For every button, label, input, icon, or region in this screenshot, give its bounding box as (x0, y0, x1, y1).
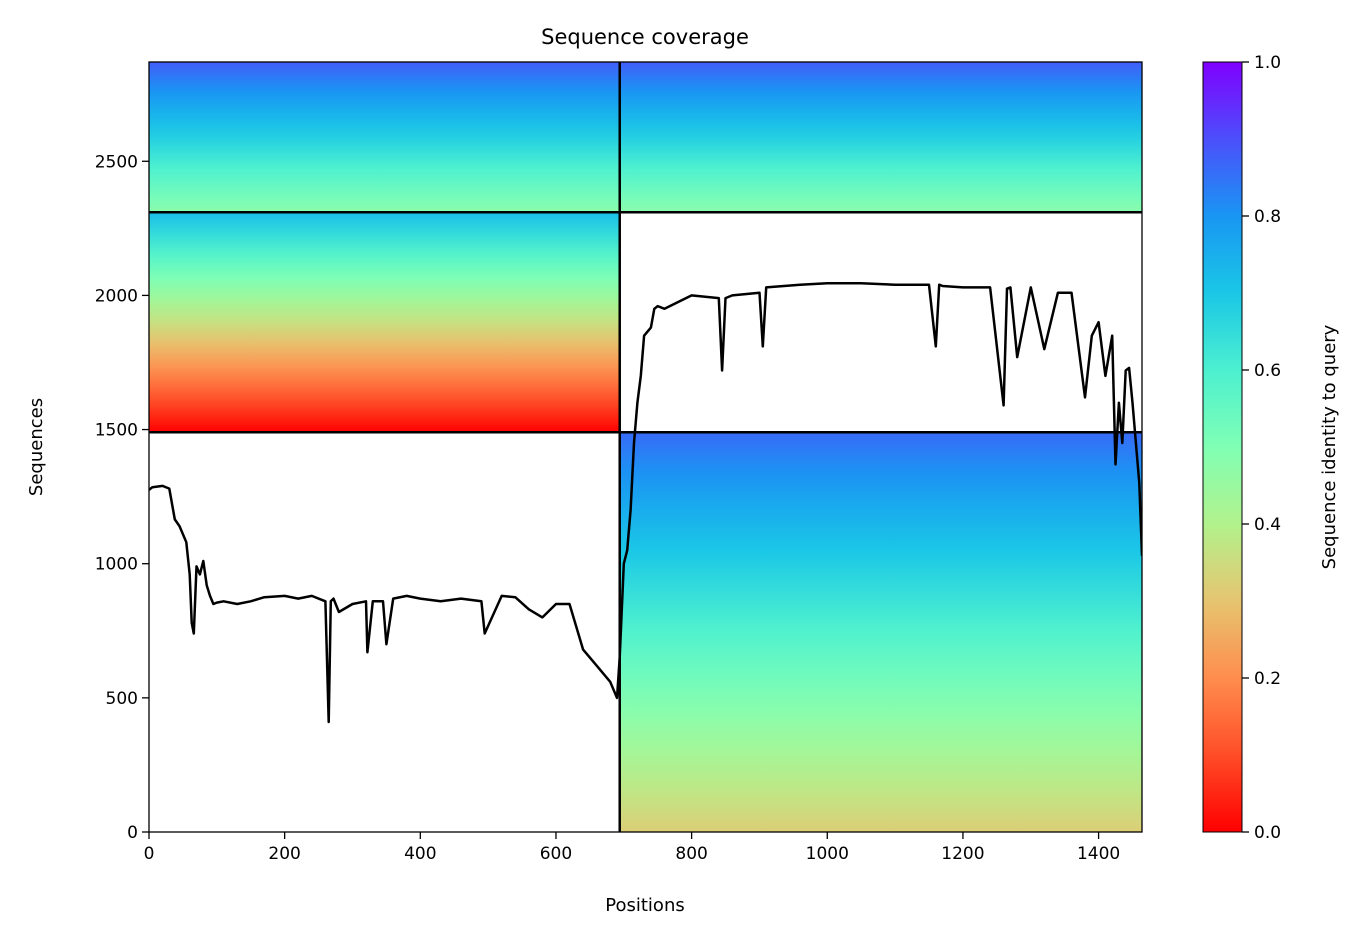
y-tick-label: 1500 (95, 421, 138, 441)
y-tick-label: 2000 (95, 286, 138, 306)
x-tick-label: 600 (540, 844, 572, 864)
colorbar-tick-label: 1.0 (1254, 53, 1281, 73)
y-tick-label: 1000 (95, 555, 138, 575)
plot-frame (148, 61, 1143, 833)
block-chain-a-unpaired (149, 212, 620, 433)
coverage-line (149, 282, 1142, 724)
colorbar-tick-label: 0.0 (1254, 823, 1281, 843)
x-tick-label: 0 (144, 844, 155, 864)
colorbar-tick-label: 0.4 (1254, 515, 1281, 535)
x-tick-label: 200 (268, 844, 300, 864)
chart-title: Sequence coverage (541, 25, 749, 49)
x-axis-label: Positions (605, 895, 684, 916)
y-tick-label: 500 (106, 689, 138, 709)
coverage-heatmap (149, 62, 1142, 832)
y-tick-label: 2500 (95, 152, 138, 172)
x-axis: 0 200 400 600 800 1000 1200 1400 (144, 832, 1120, 864)
colorbar-tick-label: 0.6 (1254, 361, 1281, 381)
block-chain-b-unpaired (619, 432, 1142, 832)
colorbar-tick-label: 0.2 (1254, 669, 1281, 689)
x-tick-label: 400 (404, 844, 436, 864)
x-tick-label: 1400 (1077, 844, 1120, 864)
colorbar-tick-label: 0.8 (1254, 207, 1281, 227)
block-paired (149, 62, 1142, 213)
y-axis-label: Sequences (26, 398, 47, 496)
x-tick-label: 1000 (806, 844, 849, 864)
colorbar-label: Sequence identity to query (1319, 324, 1340, 569)
x-tick-label: 800 (675, 844, 707, 864)
colorbar-axis: 0.0 0.2 0.4 0.6 0.8 1.0 (1242, 53, 1281, 843)
block-dividers (149, 62, 1142, 832)
x-tick-label: 1200 (941, 844, 984, 864)
y-axis: 0 500 1000 1500 2000 2500 (95, 152, 149, 843)
y-tick-label: 0 (127, 823, 138, 843)
colorbar (1202, 61, 1243, 833)
